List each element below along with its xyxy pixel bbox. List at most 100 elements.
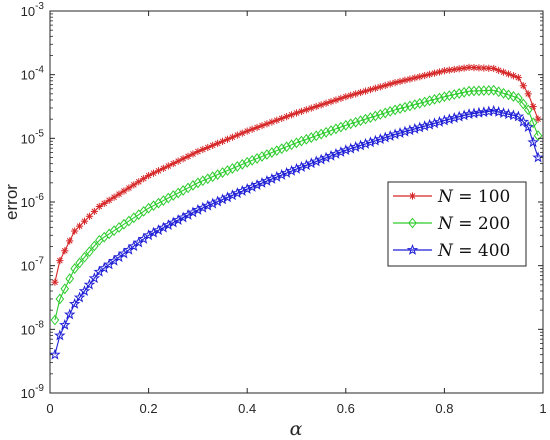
legend-marker-shape-2 — [406, 243, 419, 255]
series-2-point — [428, 117, 441, 129]
x-tick-label: 0.4 — [238, 401, 256, 416]
series-0-point — [519, 82, 527, 90]
series-1-point — [55, 293, 65, 305]
legend: N = 100 N = 200 N = 400 — [387, 181, 527, 267]
series-0-point — [140, 175, 148, 183]
series-0-point — [322, 99, 330, 107]
series-0-point — [169, 159, 177, 168]
series-0-point — [75, 222, 84, 230]
series-2-point — [118, 247, 130, 259]
series-1-point — [523, 104, 533, 116]
series-1-point — [346, 118, 356, 130]
series-2-point — [88, 272, 101, 284]
series-1-point — [242, 156, 252, 168]
series-2-point — [98, 262, 110, 274]
series-1-point — [287, 139, 296, 151]
series-2-point — [433, 115, 446, 127]
series-1-point — [213, 169, 222, 181]
series-2-point — [483, 105, 495, 117]
series-1-point — [356, 115, 365, 127]
y-tick-label: 10-9 — [21, 383, 45, 401]
legend-label-0: N = 100 — [437, 187, 510, 207]
series-1-point — [405, 100, 415, 112]
series-1-point — [533, 130, 543, 142]
series-0-point — [253, 123, 261, 132]
series-1-point — [262, 149, 272, 160]
series-0-point — [71, 227, 79, 235]
series-1-point — [454, 88, 464, 99]
series-1-point — [218, 167, 227, 178]
series-2 — [49, 104, 544, 360]
series-2-point — [487, 104, 500, 116]
series-0 — [51, 63, 542, 286]
series-1-point — [316, 128, 326, 140]
series-0-point — [120, 187, 128, 195]
series-2-point — [448, 111, 461, 123]
series-1-point — [390, 104, 400, 116]
series-2-point — [389, 128, 401, 140]
series-1-point — [504, 89, 513, 101]
series-0-point — [347, 91, 355, 99]
series-2-point — [49, 348, 61, 360]
x-tick-label: 0.8 — [435, 401, 453, 416]
plot-frame — [49, 10, 544, 394]
series-0-point — [514, 73, 522, 82]
legend-label-2: N = 400 — [437, 241, 510, 261]
series-2-point — [409, 122, 421, 134]
series-0-point — [278, 114, 286, 123]
series-1-point — [65, 273, 75, 285]
series-0-point — [51, 278, 59, 286]
series-0-point — [381, 81, 389, 90]
series-0-point — [460, 64, 468, 72]
y-tick-label: 10-4 — [21, 65, 45, 83]
series-2-point — [63, 308, 76, 320]
series-1-point — [326, 125, 336, 136]
series-1-point — [410, 99, 420, 111]
series-2-point — [78, 285, 91, 297]
y-tick-label: 10-3 — [21, 1, 45, 19]
series-1-point — [380, 107, 390, 119]
series-0-point — [529, 102, 537, 111]
series-markers-1 — [50, 84, 543, 326]
series-1-point — [282, 141, 291, 153]
series-2-point — [478, 106, 490, 118]
series-1-point — [60, 283, 70, 295]
series-0-point — [130, 181, 138, 189]
series-1-point — [385, 106, 395, 117]
legend-marker-shape-1 — [408, 217, 417, 229]
series-1-point — [198, 175, 208, 187]
y-tick-label: 10-5 — [21, 128, 45, 146]
series-2-point — [507, 109, 520, 121]
series-1-point — [336, 121, 346, 133]
series-2-point — [83, 278, 96, 290]
series-1-point — [528, 117, 538, 129]
series-markers-0 — [51, 63, 542, 286]
legend-label-1: N = 200 — [437, 214, 510, 234]
series-1-point — [292, 137, 301, 149]
series-2-point — [103, 258, 115, 270]
series-1-point — [435, 92, 444, 104]
series-0-point — [361, 87, 370, 95]
series-1-point — [80, 251, 89, 263]
series-0-point — [302, 106, 310, 114]
series-0-point — [125, 184, 133, 192]
x-tick-label: 0.6 — [337, 401, 355, 416]
series-0-point — [287, 111, 296, 119]
series-2-point — [68, 297, 81, 309]
series-0-point — [80, 217, 89, 225]
series-2-point — [497, 107, 510, 119]
series-1-point — [351, 116, 360, 128]
x-tick-label: 0 — [46, 401, 53, 416]
y-tick-label: 10-6 — [21, 192, 45, 210]
series-1-point — [70, 263, 79, 274]
series-1-point — [223, 165, 232, 176]
legend-entry-0: N = 100 — [393, 187, 510, 207]
series-1-point — [267, 147, 277, 158]
series-1-point — [459, 86, 469, 98]
series-0-point — [258, 122, 266, 130]
series-1-point — [425, 95, 434, 107]
series-1-point — [449, 89, 459, 100]
series-2-point — [93, 265, 106, 277]
series-2-point — [522, 121, 534, 133]
series-2-point — [438, 114, 451, 126]
